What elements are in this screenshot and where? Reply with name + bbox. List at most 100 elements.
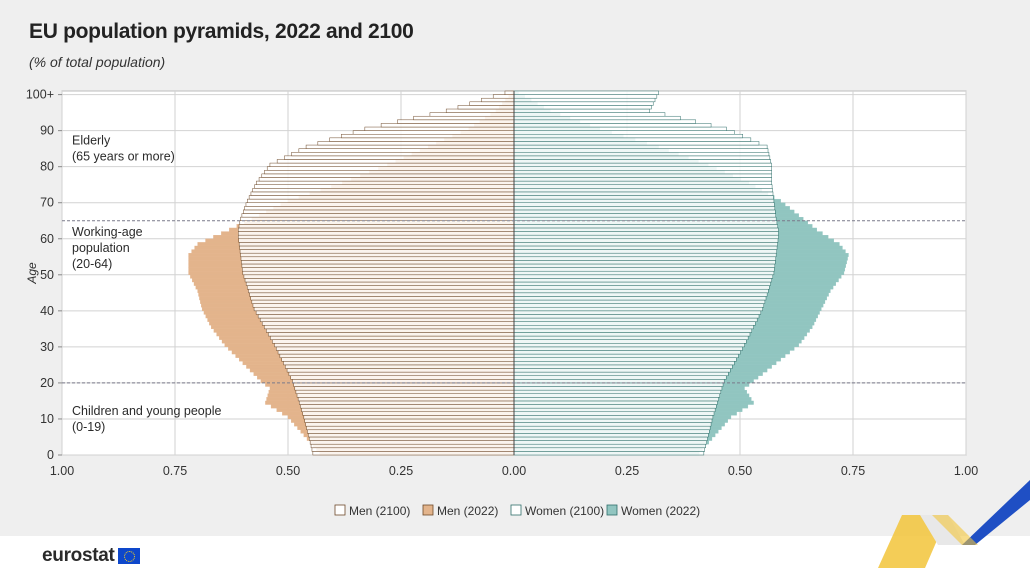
bar — [413, 115, 515, 121]
bar — [293, 382, 515, 387]
bar — [302, 411, 515, 416]
bar — [513, 375, 727, 380]
bar — [513, 242, 778, 247]
bar — [397, 119, 515, 124]
bar — [242, 267, 515, 272]
bar — [252, 303, 515, 308]
x-tick-label: 1.00 — [954, 464, 978, 478]
bar — [513, 400, 718, 405]
y-tick-label: 80 — [40, 160, 54, 174]
bar — [238, 231, 515, 236]
bar — [513, 386, 723, 391]
bar — [513, 206, 776, 211]
x-tick-label: 0.75 — [163, 464, 187, 478]
bar — [513, 173, 772, 178]
decorative-ribbon — [878, 480, 1030, 568]
bar — [429, 112, 515, 117]
bar — [250, 296, 515, 301]
bar — [300, 404, 515, 409]
bar — [513, 170, 772, 175]
bar — [261, 173, 515, 178]
bar — [513, 415, 714, 420]
bar — [238, 227, 515, 232]
bar — [513, 162, 772, 167]
bar — [513, 389, 722, 394]
bar — [481, 97, 515, 103]
eu-flag-icon — [117, 548, 140, 564]
bar — [317, 141, 515, 146]
legend-label: Men (2100) — [349, 504, 410, 518]
bar — [513, 137, 752, 142]
bar — [513, 382, 724, 387]
bar — [244, 206, 515, 211]
bar — [276, 159, 515, 164]
bar — [513, 252, 777, 258]
bar — [268, 332, 515, 337]
age-group-label: (0-19) — [72, 420, 105, 434]
legend-item: Men (2022) — [422, 504, 498, 518]
bar — [513, 108, 650, 113]
bar — [239, 249, 515, 254]
bar — [513, 238, 779, 243]
bar — [242, 270, 515, 276]
y-tick-label: 60 — [40, 232, 54, 246]
bar — [513, 411, 715, 416]
bar — [243, 274, 515, 279]
bar — [457, 105, 515, 110]
bar — [513, 90, 659, 95]
legend-label: Men (2022) — [437, 504, 498, 518]
bar — [294, 386, 515, 391]
bar — [513, 213, 776, 218]
bar — [243, 209, 515, 214]
bar — [513, 303, 764, 308]
bar — [269, 162, 515, 167]
legend-swatch — [510, 504, 522, 516]
bar — [245, 202, 515, 207]
bar — [290, 375, 515, 380]
bar — [513, 202, 775, 207]
bar — [298, 148, 515, 153]
bar — [513, 447, 705, 452]
bar — [513, 353, 739, 358]
bar — [513, 328, 753, 333]
bar — [513, 159, 771, 164]
bar — [250, 191, 515, 196]
x-tick-label: 1.00 — [50, 464, 74, 478]
bar — [513, 227, 779, 232]
bar — [492, 94, 515, 99]
x-tick-label: 0.00 — [502, 464, 526, 478]
bar — [469, 101, 515, 106]
bar — [238, 238, 515, 243]
bar — [297, 397, 515, 402]
bar — [513, 231, 779, 236]
bar — [513, 433, 709, 438]
bar — [240, 252, 515, 258]
bar — [254, 184, 515, 189]
bar — [513, 267, 775, 272]
bar — [513, 270, 775, 276]
bar — [283, 361, 515, 366]
bar — [239, 220, 515, 225]
legend: Men (2100) Men (2022) Women (2100) Women (2… — [334, 504, 700, 518]
legend-label: Women (2100) — [525, 504, 604, 518]
bar — [513, 274, 774, 279]
y-tick-label: 90 — [40, 124, 54, 138]
bar — [513, 429, 710, 434]
bar — [513, 332, 751, 337]
eurostat-logo: eurostat — [42, 545, 140, 567]
age-group-label: (20-64) — [72, 257, 112, 271]
bar — [253, 306, 515, 312]
bar — [513, 339, 747, 344]
bar — [513, 317, 758, 322]
bar — [513, 260, 776, 265]
bar — [352, 130, 515, 135]
bar — [513, 141, 760, 146]
bar — [238, 234, 515, 240]
x-tick-label: 0.50 — [276, 464, 300, 478]
bar — [247, 285, 515, 290]
bar — [299, 400, 515, 405]
x-tick-label: 0.75 — [841, 464, 865, 478]
bar — [308, 436, 515, 441]
bar — [244, 278, 515, 283]
